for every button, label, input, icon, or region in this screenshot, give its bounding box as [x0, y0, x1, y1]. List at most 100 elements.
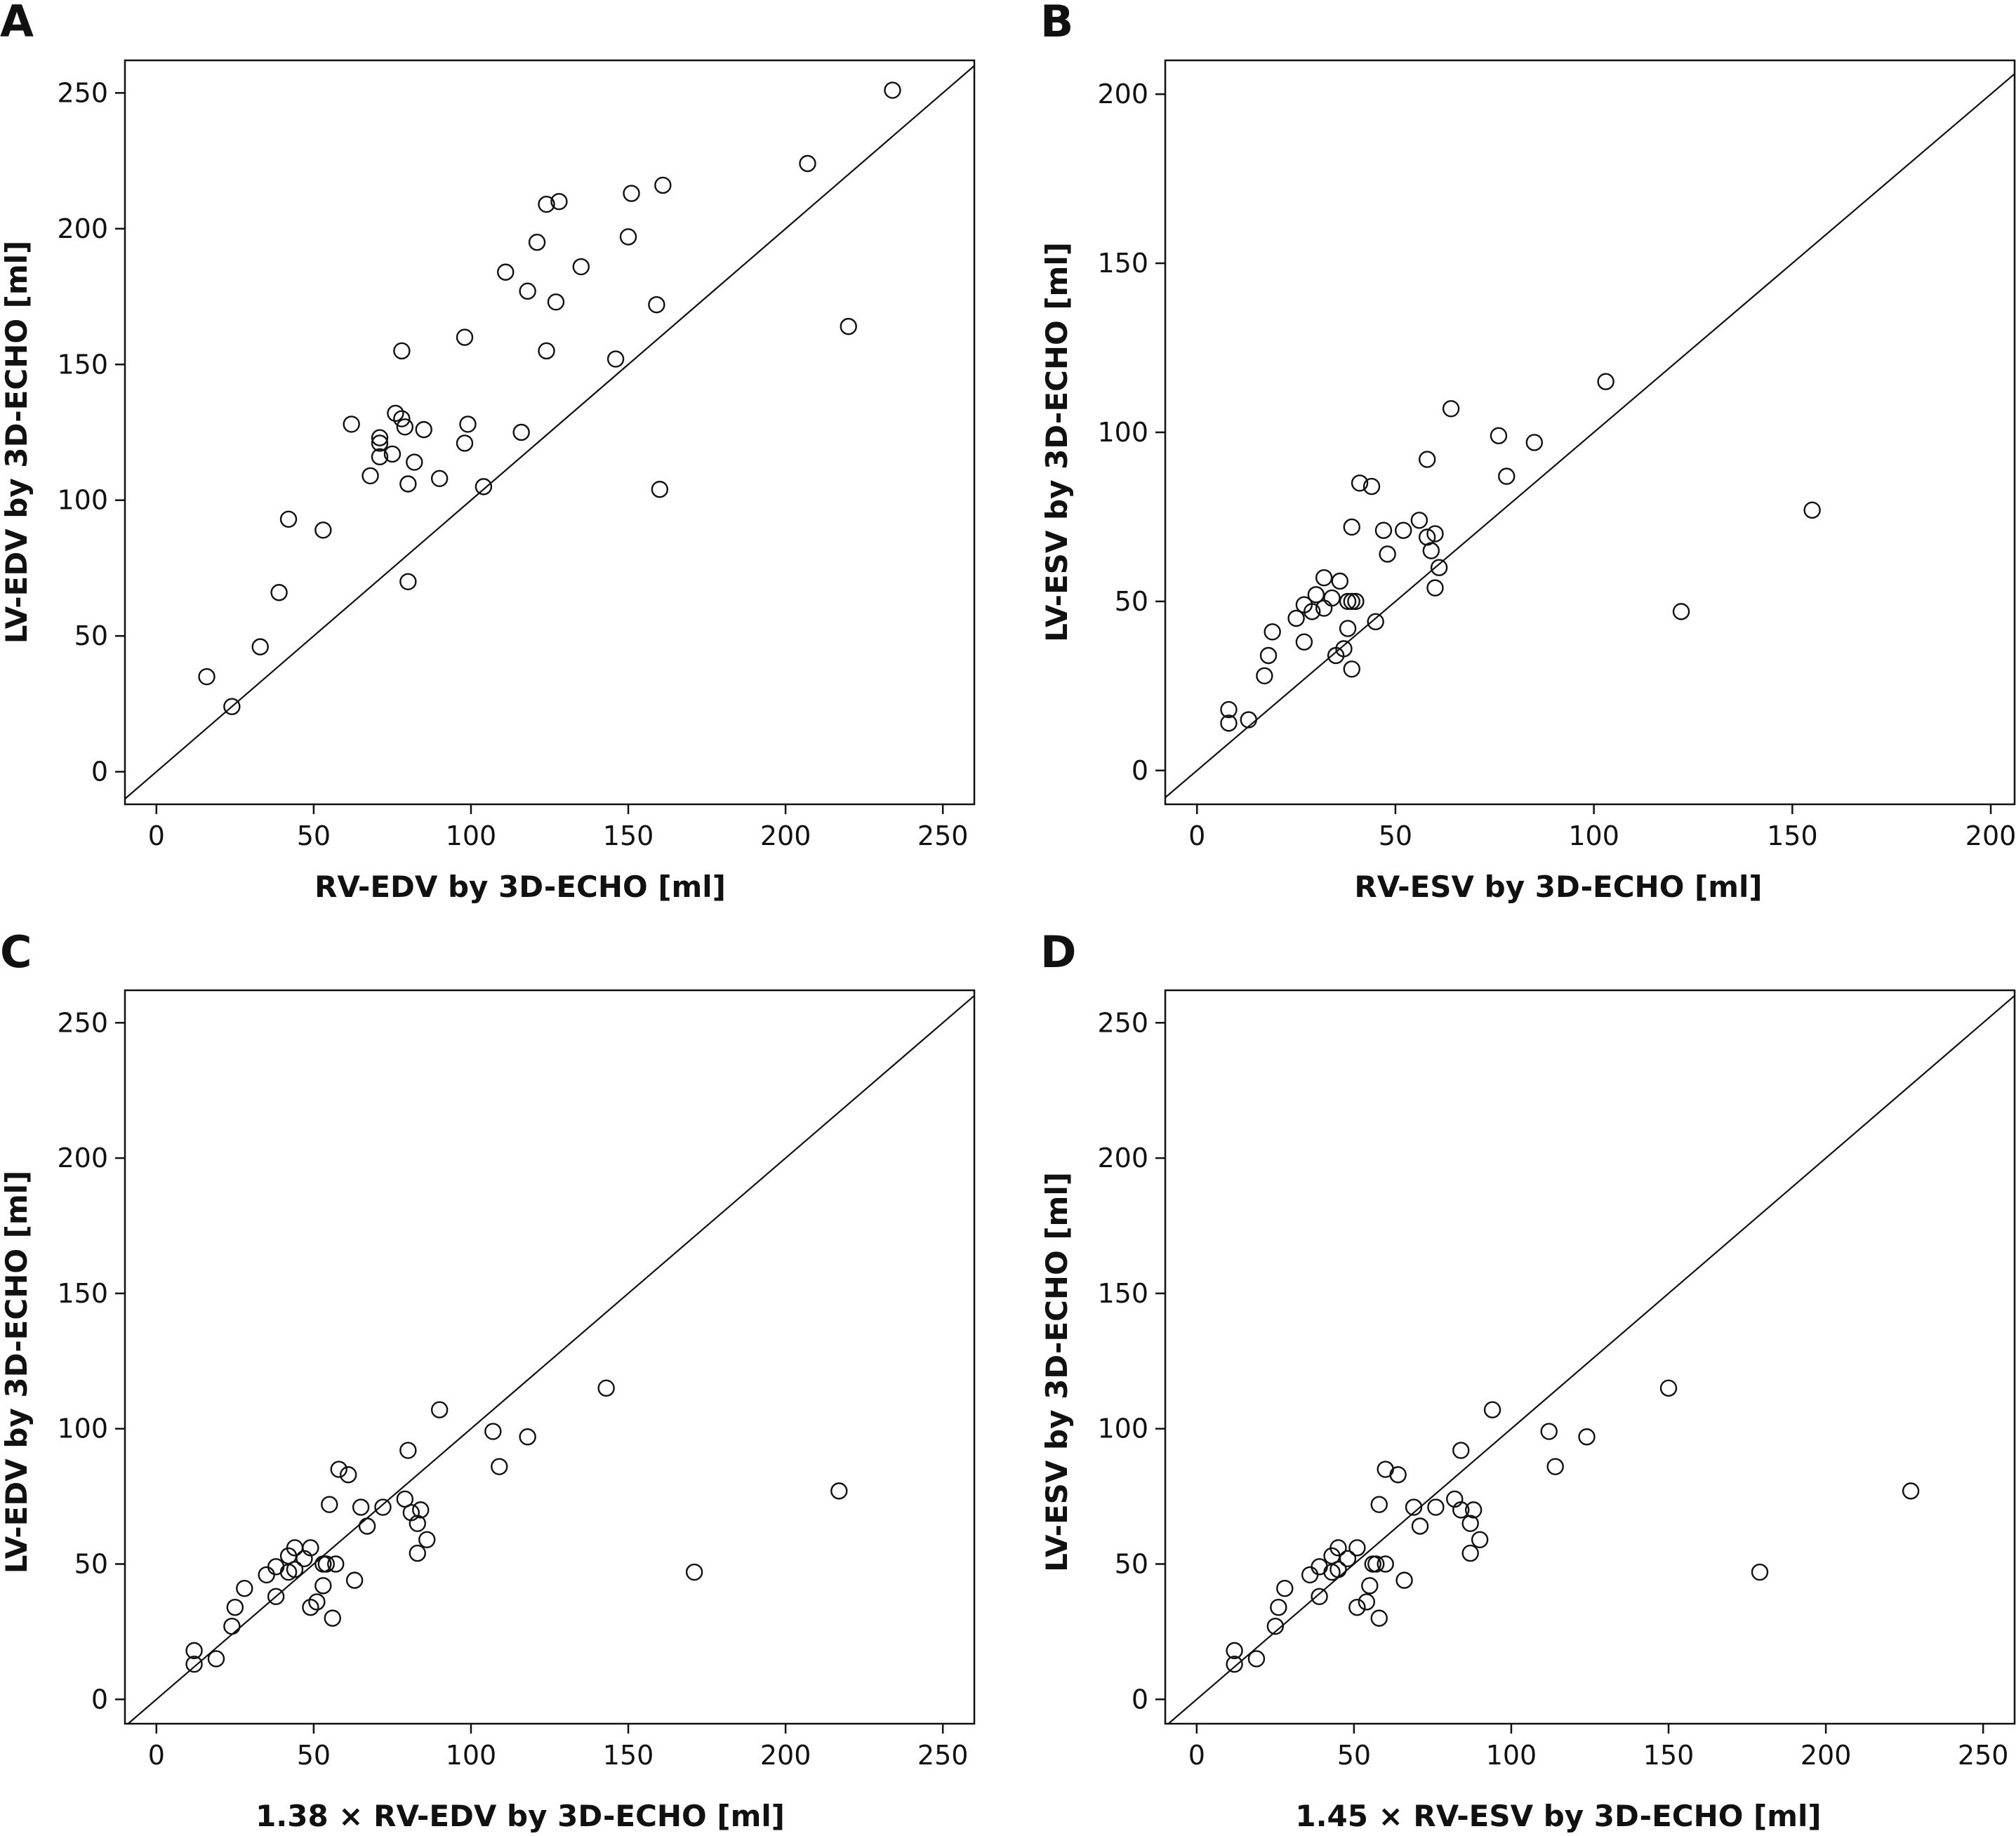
- panel-a-x-tick-label: 0: [148, 820, 165, 851]
- panel-c-data-point: [597, 1379, 615, 1397]
- panel-a-data-point: [538, 195, 555, 213]
- panel-b-data-point: [1803, 501, 1821, 519]
- panel-b-data-point: [1343, 518, 1360, 536]
- panel-d-y-tick-label: 200: [1097, 1143, 1148, 1173]
- panel-c: C 0 50 100 150 200 250 0 50 100 150 200 250 1.38 × …: [0, 926, 976, 1833]
- panel-d-x-tick-label: 150: [1643, 1740, 1695, 1771]
- panel-a-data-point: [799, 154, 816, 173]
- panel-c-data-point: [430, 1401, 449, 1418]
- panel-b-data-point: [1525, 434, 1544, 451]
- panel-b-data-point: [1259, 646, 1278, 665]
- panel-c-data-point: [519, 1428, 536, 1446]
- panel-b-x-tick-label: 50: [1379, 820, 1412, 851]
- panel-a-data-point: [393, 410, 411, 427]
- panel-d-x-tick-label: 0: [1188, 1740, 1205, 1771]
- panel-a-x-tick-label: 250: [917, 820, 969, 851]
- panel-d-letter: D: [1040, 926, 1076, 978]
- panel-c-data-point: [185, 1655, 203, 1673]
- panel-a-y-tick-label: 50: [74, 620, 108, 651]
- panel-d: D 0 50 100 150 200 250 0 50 100 150 200 250 1.45 × …: [1040, 926, 2016, 1833]
- panel-b-y-axis-title: LV-ESV by 3D-ECHO [ml]: [1040, 242, 1074, 642]
- panel-b-data-point: [1442, 400, 1460, 418]
- panel-b-data-point: [1220, 700, 1238, 719]
- panel-a-data-point: [251, 638, 269, 656]
- panel-a-x-tick-label: 50: [297, 820, 331, 851]
- panel-c-data-point: [484, 1423, 502, 1440]
- panel-a-data-point: [383, 445, 402, 463]
- panel-c-data-point: [396, 1490, 414, 1508]
- panel-c-x-tick-label: 100: [446, 1740, 497, 1771]
- panel-d-data-point: [1411, 1517, 1429, 1535]
- panel-c-data-point: [258, 1566, 275, 1584]
- panel-d-data-point: [1348, 1539, 1366, 1557]
- panel-b-frame: [1164, 59, 2016, 806]
- panel-a-data-point: [654, 176, 672, 194]
- panel-d-plot: 0 50 100 150 200 250 0 50 100 150 200 250: [1097, 989, 2016, 1771]
- panel-c-y-tick-label: 250: [57, 1007, 108, 1038]
- panel-b-data-point: [1498, 467, 1516, 485]
- panel-b-data-point: [1339, 620, 1357, 637]
- panel-b-x-tick-label: 150: [1767, 820, 1818, 851]
- panel-b-x-tick-label: 100: [1568, 820, 1619, 851]
- panel-c-x-tick-label: 250: [917, 1740, 969, 1771]
- panel-d-y-tick-label: 0: [1132, 1684, 1148, 1715]
- panel-c-y-tick-label: 0: [91, 1684, 108, 1715]
- panel-b-identity-line: [1165, 73, 2015, 799]
- panel-d-data-point: [1427, 1498, 1445, 1516]
- panel-a-data-point: [198, 667, 215, 686]
- panel-a-y-tick-label: 0: [91, 757, 108, 787]
- panel-b-data-point: [1379, 545, 1396, 563]
- panel-c-data-point: [330, 1461, 347, 1478]
- panel-c-letter: C: [0, 926, 32, 978]
- panel-c-x-tick-label: 200: [760, 1740, 811, 1771]
- panel-b-data-point: [1307, 586, 1325, 604]
- panel-b-letter: B: [1040, 0, 1073, 47]
- panel-c-data-point: [302, 1539, 319, 1557]
- panel-c-data-point: [267, 1588, 285, 1605]
- panel-d-data-point: [1902, 1482, 1920, 1500]
- panel-d-data-point: [1483, 1401, 1501, 1418]
- panel-b-data-point: [1331, 572, 1348, 590]
- panel-d-y-axis-title: LV-ESV by 3D-ECHO [ml]: [1040, 1172, 1074, 1572]
- panel-d-data-point: [1370, 1496, 1388, 1513]
- panel-a-data-point: [456, 328, 474, 346]
- panel-b-data-point: [1395, 521, 1412, 539]
- panel-c-data-point: [399, 1442, 417, 1459]
- panel-c-y-axis-title: LV-EDV by 3D-ECHO [ml]: [0, 1171, 34, 1574]
- panel-b-plot: 0 50 100 150 200 0 50 100 150 200: [1097, 59, 2016, 851]
- panel-b-data-point: [1351, 474, 1369, 492]
- panel-b-data-point: [1343, 660, 1360, 678]
- panel-d-data-point: [1659, 1379, 1678, 1397]
- panel-d-data-point: [1370, 1609, 1388, 1627]
- panel-c-data-point: [327, 1555, 345, 1573]
- panel-b-data-point: [1343, 592, 1360, 611]
- panel-d-data-point: [1329, 1539, 1347, 1557]
- panel-b: B 0 50 100 150 200 0 50 100 150 200 RV-ESV by 3D-…: [1040, 0, 2016, 904]
- panel-c-data-point: [314, 1577, 332, 1595]
- panel-b-y-tick-label: 100: [1097, 417, 1148, 448]
- panel-a-data-point: [475, 478, 493, 495]
- panel-b-data-point: [1347, 592, 1365, 611]
- panel-d-data-point: [1276, 1579, 1294, 1597]
- panel-a-data-point: [538, 342, 555, 360]
- panel-b-data-point: [1672, 603, 1690, 620]
- panel-d-data-point: [1452, 1501, 1470, 1519]
- panel-a-data-point: [371, 434, 389, 452]
- panel-d-data-point: [1405, 1498, 1423, 1516]
- panel-a-data-point: [415, 420, 432, 439]
- panel-c-x-axis-title: 1.38 × RV-EDV by 3D-ECHO [ml]: [256, 1799, 785, 1833]
- panel-a-y-tick-label: 100: [57, 485, 108, 516]
- panel-b-data-point: [1240, 711, 1257, 729]
- panel-b-data-point: [1410, 512, 1428, 529]
- panel-a-y-axis-title: LV-EDV by 3D-ECHO [ml]: [0, 241, 34, 644]
- panel-a-data-point: [223, 698, 241, 715]
- panel-b-x-tick-label: 200: [1965, 820, 2016, 851]
- panel-a-data-point: [314, 521, 332, 539]
- panel-c-data-point: [302, 1598, 319, 1616]
- panel-d-data-point: [1266, 1617, 1285, 1635]
- panel-a-data-point: [399, 475, 417, 493]
- panel-c-data-point: [830, 1482, 848, 1500]
- panel-c-data-point: [412, 1501, 430, 1519]
- panel-d-data-point: [1247, 1650, 1266, 1668]
- panel-c-data-point: [491, 1458, 508, 1475]
